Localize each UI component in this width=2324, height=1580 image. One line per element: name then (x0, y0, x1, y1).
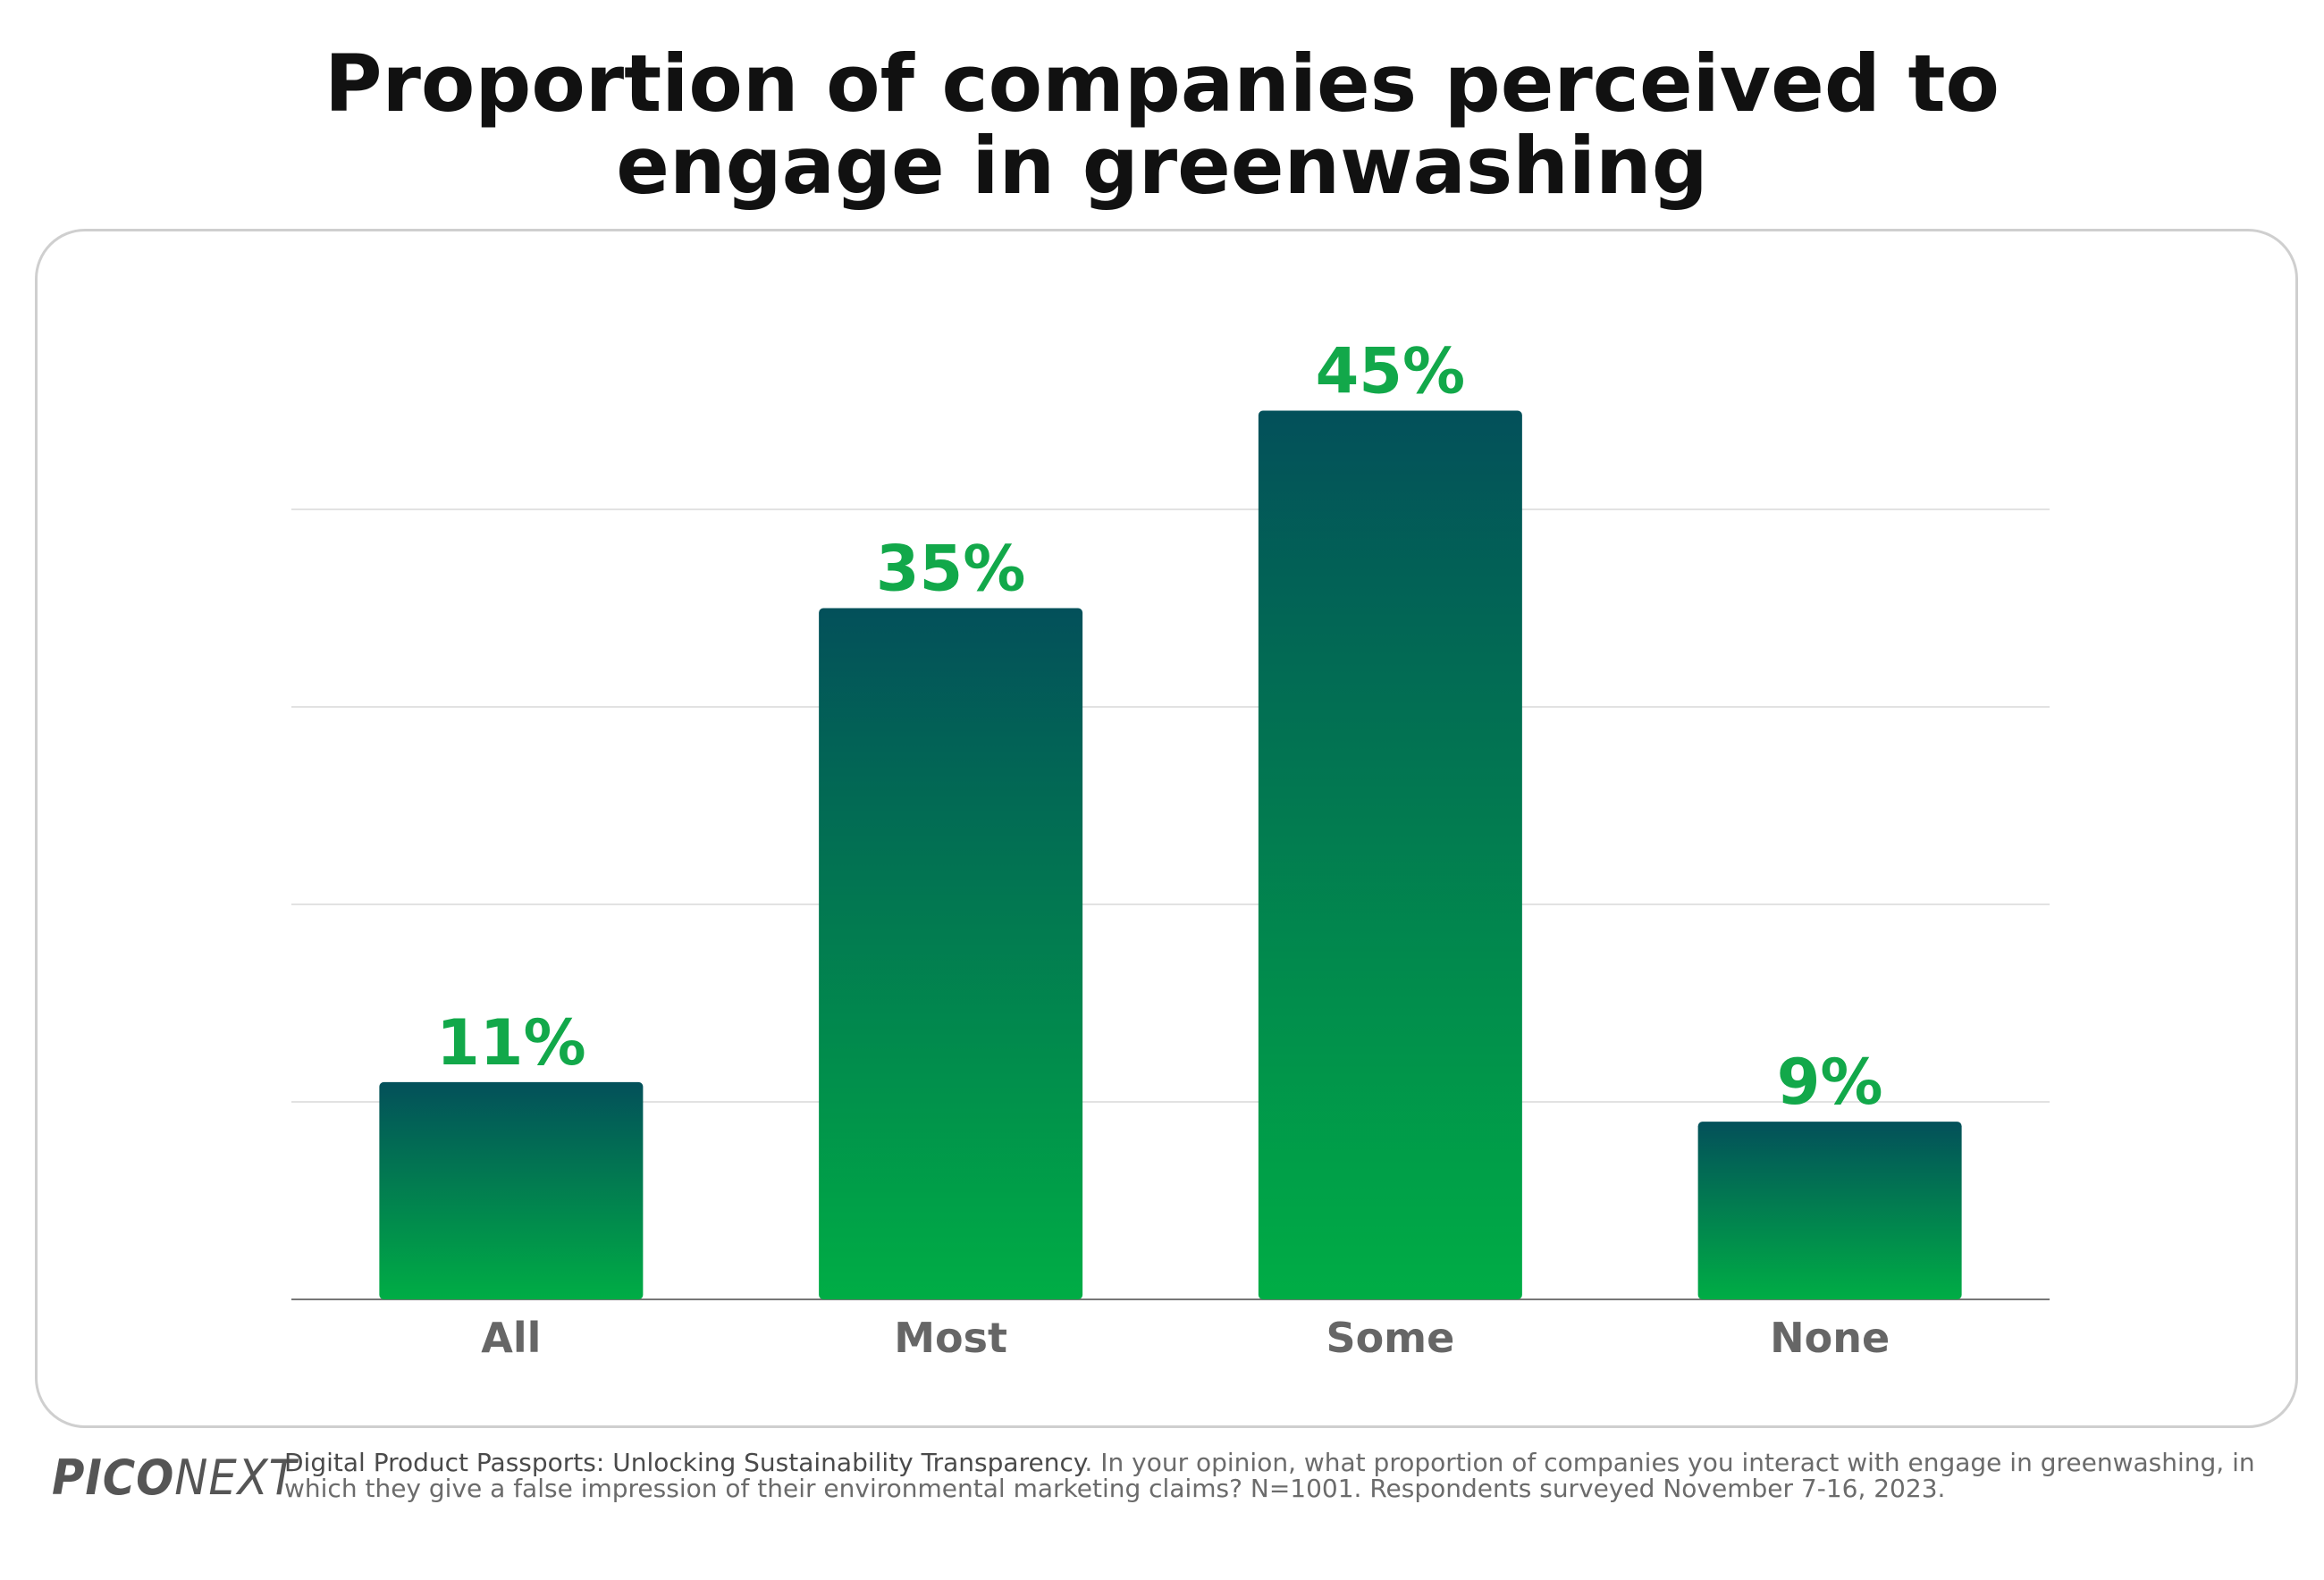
x-tick-label-most: Most (894, 1314, 1007, 1362)
data-label-all: 11% (436, 1006, 586, 1080)
data-label-none: 9% (1777, 1046, 1883, 1119)
data-labels: 11% 35% 45% 9% (436, 335, 1882, 1120)
bar-chart: 11% 35% 45% 9% All Most Some None (291, 335, 2050, 1362)
x-tick-label-all: All (481, 1314, 541, 1362)
x-tick-labels: All Most Some None (481, 1314, 1890, 1362)
chart-title: Proportion of companies perceived to eng… (324, 38, 2000, 212)
bar-some (1258, 410, 1522, 1299)
footnote: Digital Product Passports: Unlocking Sus… (284, 1450, 2278, 1501)
bar-all (379, 1081, 644, 1299)
data-label-most: 35% (876, 533, 1026, 606)
bar-most (819, 608, 1083, 1299)
logo-part-next: NEXT (174, 1450, 297, 1506)
bar-none (1697, 1122, 1962, 1299)
x-tick-label-some: Some (1326, 1314, 1454, 1362)
footnote-text: . In your opinion, what proportion of co… (284, 1448, 2255, 1503)
x-tick-label-none: None (1770, 1314, 1890, 1362)
bars (379, 410, 1962, 1299)
piconext-logo: PICONEXT (52, 1446, 297, 1510)
chart-panel: 11% 35% 45% 9% All Most Some None (35, 229, 2298, 1428)
data-label-some: 45% (1316, 335, 1466, 408)
footnote-source: Digital Product Passports: Unlocking Sus… (284, 1448, 1085, 1477)
logo-part-pico: PICO (52, 1450, 175, 1506)
